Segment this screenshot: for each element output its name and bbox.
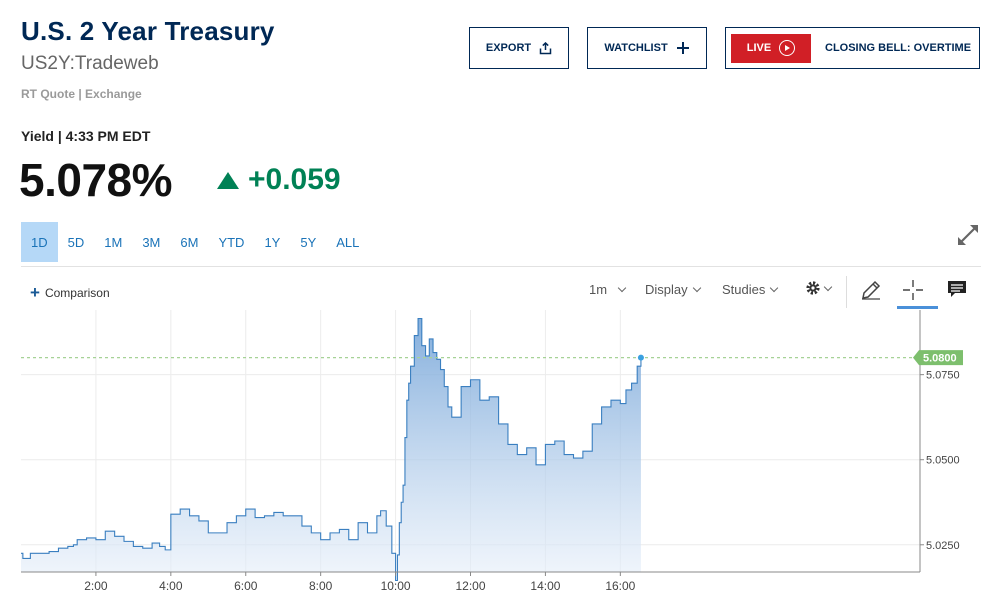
x-tick-label: 12:00 [455, 579, 485, 593]
y-tick-label: 5.0250 [926, 540, 960, 552]
range-tab-3m[interactable]: 3M [142, 234, 161, 250]
chevron-down-icon [692, 283, 701, 293]
last-price: 5.078% [19, 154, 173, 206]
expand-icon[interactable] [955, 222, 981, 248]
toolbar-divider [21, 266, 981, 267]
crosshair-active-indicator [897, 306, 938, 309]
live-label: LIVE [746, 42, 772, 54]
last-value-label: 5.0800 [923, 353, 957, 365]
share-upload-icon [539, 41, 552, 54]
x-tick-label: 16:00 [605, 579, 635, 593]
live-badge: LIVE [731, 33, 811, 63]
chevron-down-icon [617, 283, 627, 293]
crosshair-icon[interactable] [901, 278, 925, 302]
x-tick-label: 6:00 [234, 579, 258, 593]
ticker-symbol: US2Y:Tradeweb [21, 53, 159, 74]
triangle-up-icon [217, 172, 239, 189]
x-tick-label: 8:00 [309, 579, 333, 593]
quote-timestamp: Yield | 4:33 PM EDT [21, 128, 151, 144]
chevron-down-icon [770, 283, 779, 293]
closing-bell-label: CLOSING BELL: OVERTIME [825, 42, 972, 54]
plus-icon: + [30, 283, 40, 302]
display-dropdown[interactable]: Display [645, 282, 701, 297]
x-tick-label: 10:00 [381, 579, 411, 593]
comment-icon[interactable] [945, 278, 969, 302]
y-tick-label: 5.0500 [926, 455, 960, 467]
pencil-icon[interactable] [859, 278, 883, 302]
last-value-tag [913, 350, 963, 366]
x-tick-label: 4:00 [159, 579, 183, 593]
live-closing-bell-button[interactable]: LIVE CLOSING BELL: OVERTIME [725, 27, 980, 69]
series-area [21, 318, 641, 581]
y-tick-label: 5.0750 [926, 370, 960, 382]
time-range-selector: 1D 5D 1M 3M 6M YTD 1Y 5Y ALL [21, 222, 369, 262]
watchlist-label: WATCHLIST [604, 42, 668, 54]
plus-icon [676, 42, 689, 54]
range-tab-1d[interactable]: 1D [21, 222, 58, 262]
x-tick-label: 14:00 [530, 579, 560, 593]
display-label: Display [645, 282, 688, 297]
price-change: +0.059 [248, 163, 341, 196]
page-title: U.S. 2 Year Treasury [21, 16, 275, 46]
export-label: EXPORT [485, 42, 532, 54]
range-tab-5d[interactable]: 5D [67, 234, 85, 250]
range-tab-1m[interactable]: 1M [104, 234, 123, 250]
studies-label: Studies [722, 282, 766, 297]
x-tick-label: 2:00 [84, 579, 108, 593]
settings-dropdown[interactable] [805, 280, 833, 296]
interval-dropdown[interactable]: 1m [589, 282, 627, 297]
export-button[interactable]: EXPORT [469, 27, 569, 69]
chevron-down-icon [823, 282, 833, 291]
last-point-marker [637, 354, 644, 361]
watchlist-button[interactable]: WATCHLIST [587, 27, 707, 69]
interval-label: 1m [589, 282, 608, 297]
range-tab-1y[interactable]: 1Y [264, 234, 281, 250]
gear-icon [806, 281, 820, 295]
series-line [21, 317, 642, 582]
comparison-button[interactable]: + Comparison [30, 284, 110, 301]
toolbar-separator [846, 276, 847, 308]
yield-chart[interactable]: 2:00 4:00 6:00 8:00 10:00 12:00 14:00 16:00 5.07… [0, 310, 982, 607]
play-circle-icon [779, 40, 796, 56]
range-tab-5y[interactable]: 5Y [300, 234, 317, 250]
range-tab-all[interactable]: ALL [336, 234, 360, 250]
range-tab-6m[interactable]: 6M [180, 234, 199, 250]
comparison-label: Comparison [44, 285, 110, 300]
quote-source: RT Quote | Exchange [21, 87, 142, 101]
studies-dropdown[interactable]: Studies [722, 282, 779, 297]
range-tab-ytd[interactable]: YTD [218, 234, 245, 250]
